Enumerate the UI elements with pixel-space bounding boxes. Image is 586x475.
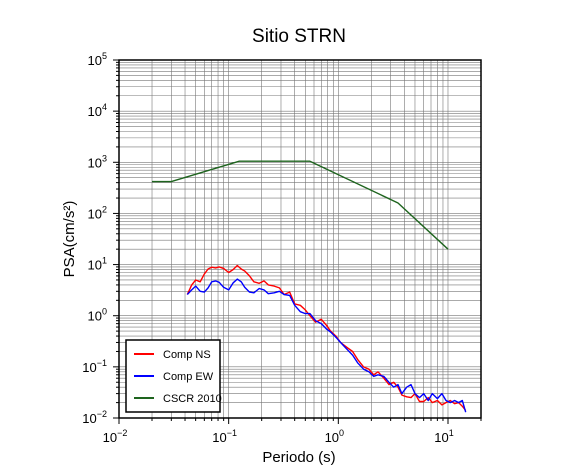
y-tick-label: 103 (88, 153, 107, 170)
y-tick-label: 102 (88, 204, 107, 221)
legend-label-cscr-2010: CSCR 2010 (163, 393, 222, 405)
chart-grid (118, 59, 482, 419)
x-tick-labels: 10−2 10−1 100 101 (103, 428, 454, 445)
y-tick-label: 105 (88, 51, 107, 68)
axis-ticks (113, 59, 482, 424)
x-axis-label: Periodo (s) (262, 449, 335, 466)
legend-label-comp-ew: Comp EW (163, 371, 214, 383)
legend-label-comp-ns: Comp NS (163, 349, 211, 361)
y-tick-label: 101 (88, 256, 107, 273)
chart-series (152, 160, 467, 413)
x-tick-label: 10−2 (103, 428, 128, 445)
series-line-cscr-2010 (152, 160, 449, 250)
y-tick-label: 10−1 (82, 358, 107, 375)
x-tick-label: 100 (325, 428, 344, 445)
x-tick-label: 10−1 (212, 428, 237, 445)
series-line-comp-ew (186, 278, 467, 413)
chart-legend: Comp NS Comp EW CSCR 2010 (125, 339, 222, 413)
x-tick-label: 101 (434, 428, 453, 445)
y-tick-label: 100 (88, 307, 107, 324)
y-tick-label: 10−2 (82, 409, 107, 426)
series-line-comp-ns (186, 264, 467, 411)
y-tick-labels: 10−2 10−1 100 101 102 103 104 105 (82, 51, 107, 426)
plot-frame (118, 59, 482, 419)
y-axis-label: PSA(cm/s²) (61, 201, 78, 278)
chart-title: Sitio STRN (252, 26, 346, 47)
y-tick-label: 104 (88, 102, 107, 119)
